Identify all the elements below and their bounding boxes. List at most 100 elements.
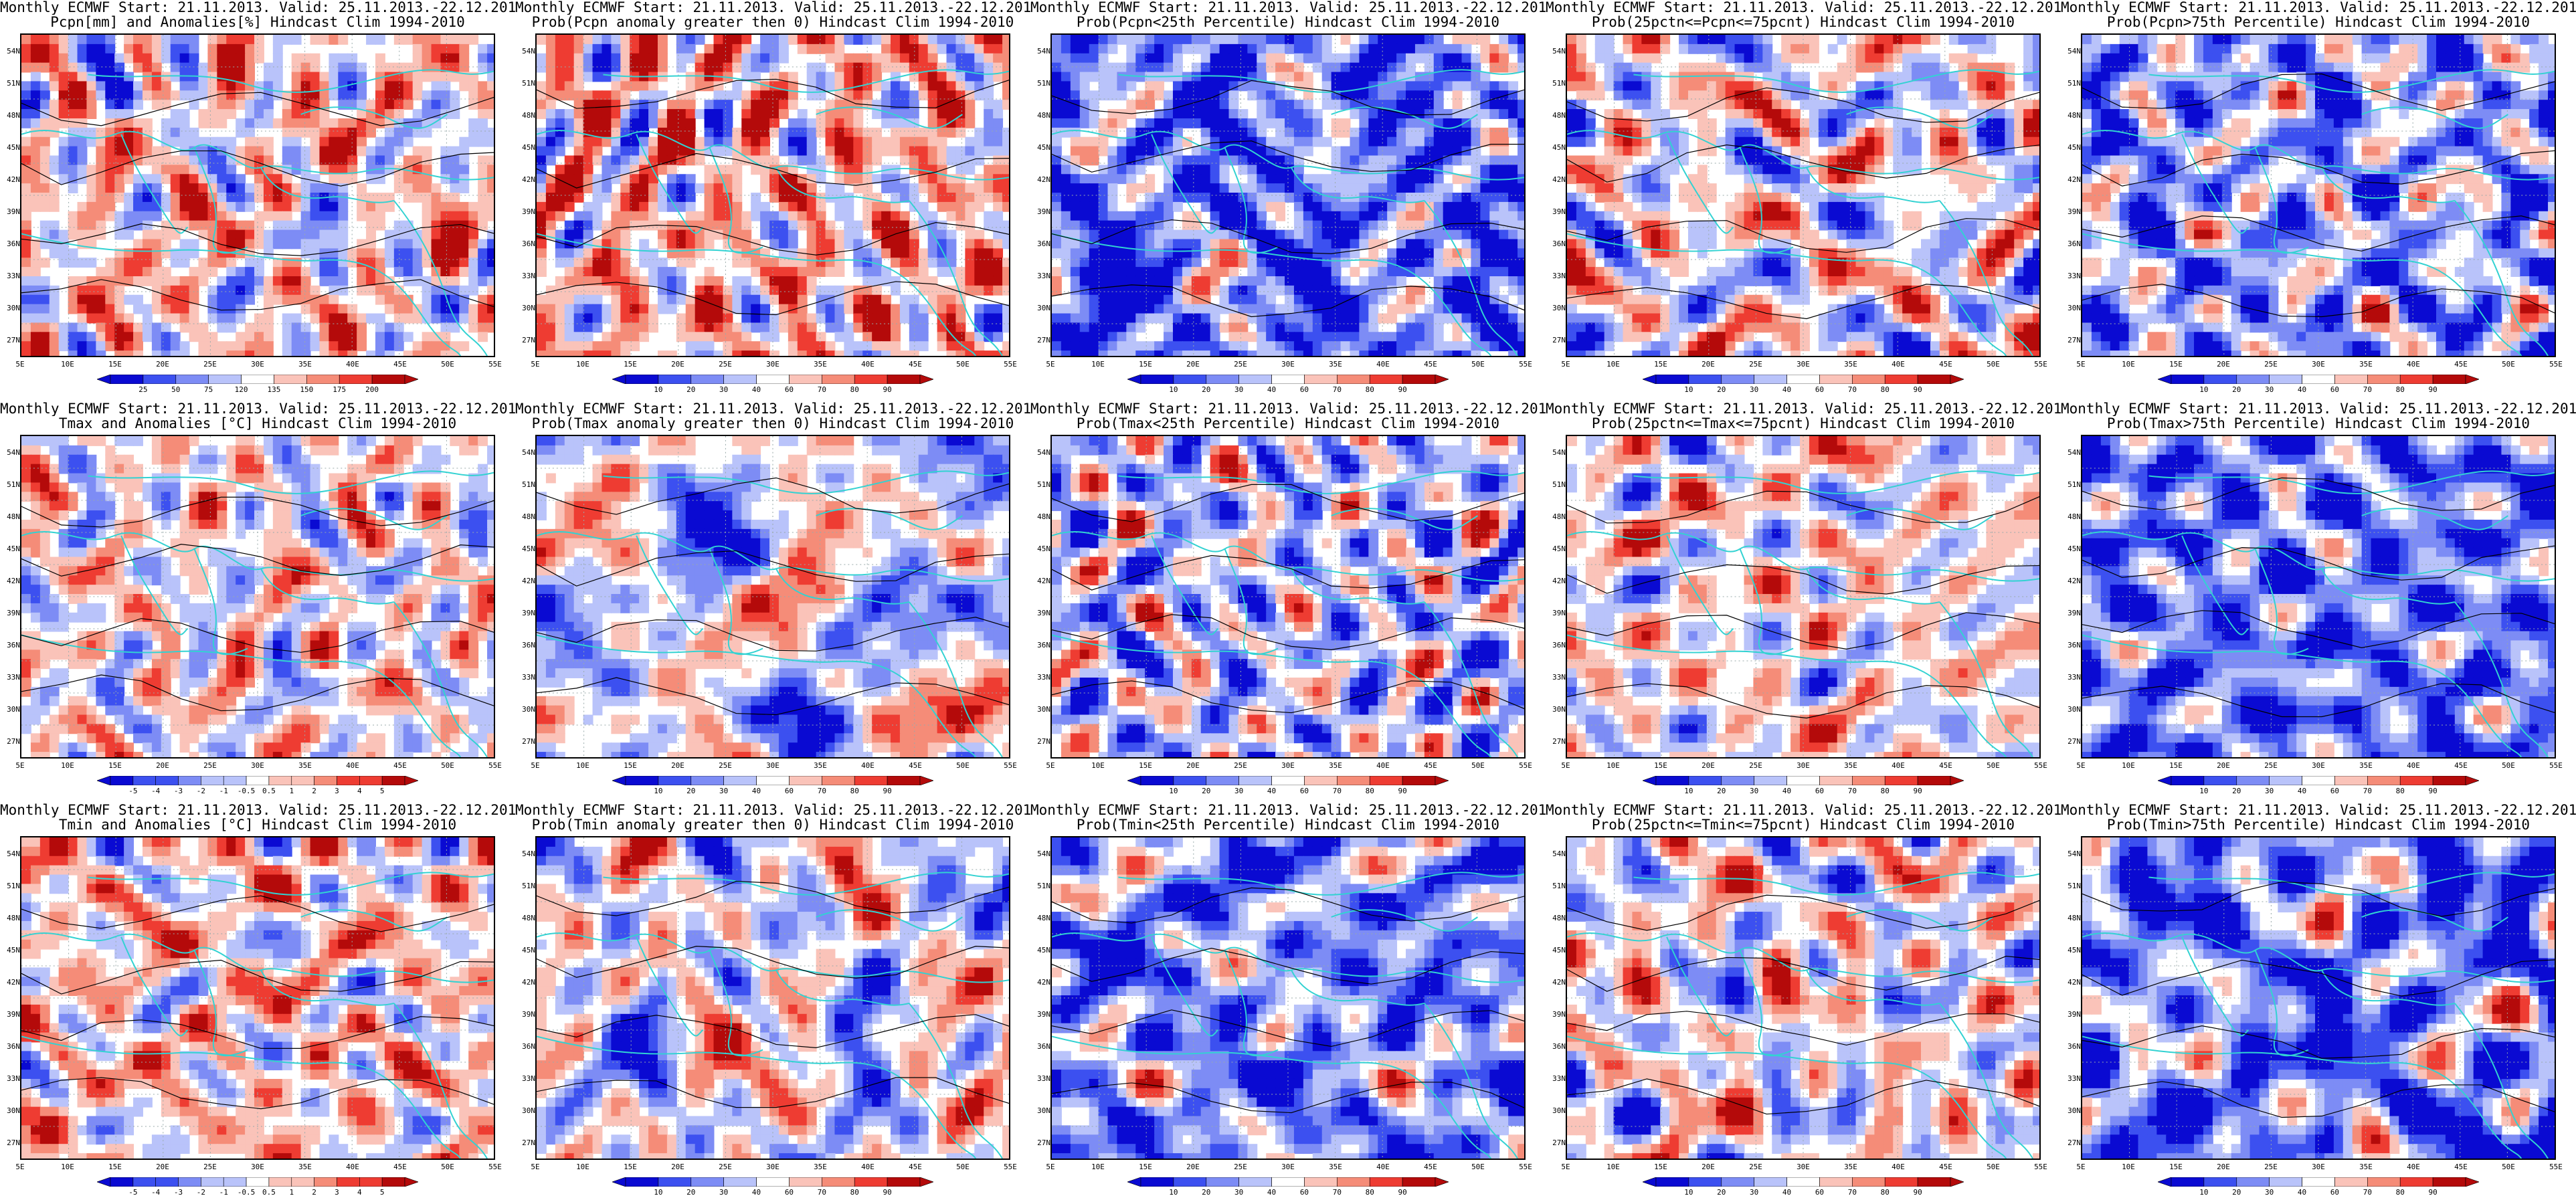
panel-title-line2: Pcpn[mm] and Anomalies[%] Hindcast Clim … xyxy=(0,15,515,29)
longitude-label: 35E xyxy=(2359,1163,2373,1171)
longitude-label: 50E xyxy=(956,360,970,369)
colorbar-tick-label: 70 xyxy=(818,1188,826,1197)
colorbar xyxy=(1643,1177,1964,1187)
longitude-label: 10E xyxy=(2122,761,2135,770)
longitude-label: 40E xyxy=(1376,761,1390,770)
panel-title: Monthly ECMWF Start: 21.11.2013. Valid: … xyxy=(0,0,515,29)
longitude-label: 45E xyxy=(1939,360,1952,369)
latitude-label: 27N xyxy=(1033,336,1050,344)
shaded-field xyxy=(1567,837,2039,1159)
latitude-label: 54N xyxy=(518,448,535,457)
panel-title: Monthly ECMWF Start: 21.11.2013. Valid: … xyxy=(1546,0,2061,29)
longitude-label: 40E xyxy=(346,761,359,770)
longitude-label: 30E xyxy=(1797,360,1810,369)
latitude-label: 27N xyxy=(1548,737,1566,746)
map-plot xyxy=(535,33,1010,357)
latitude-label: 42N xyxy=(1033,175,1050,184)
colorbar-tick-label: 60 xyxy=(1815,787,1824,795)
latitude-label: 33N xyxy=(518,673,535,682)
longitude-label: 30E xyxy=(766,761,779,770)
map-plot xyxy=(20,33,495,357)
latitude-label: 45N xyxy=(2063,946,2081,955)
latitude-label: 27N xyxy=(1548,1138,1566,1147)
colorbar-tick-label: 80 xyxy=(1881,787,1890,795)
longitude-label: 30E xyxy=(2312,1163,2325,1171)
latitude-label: 51N xyxy=(1548,882,1566,890)
colorbar-tick-label: 90 xyxy=(1913,1188,1922,1197)
longitude-label: 25E xyxy=(1234,360,1247,369)
longitude-label: 50E xyxy=(441,1163,454,1171)
longitude-label: 10E xyxy=(61,360,74,369)
longitude-label: 10E xyxy=(1091,1163,1105,1171)
longitude-label: 25E xyxy=(1749,1163,1762,1171)
latitude-label: 51N xyxy=(518,79,535,88)
longitude-label: 5E xyxy=(2076,360,2085,369)
longitude-label: 15E xyxy=(624,360,637,369)
colorbar-tick-label: 20 xyxy=(1717,1188,1726,1197)
colorbar-tick-label: 90 xyxy=(2428,1188,2437,1197)
longitude-label: 30E xyxy=(1281,761,1295,770)
longitude-label: 20E xyxy=(1186,761,1200,770)
latitude-label: 36N xyxy=(1033,239,1050,248)
latitude-label: 42N xyxy=(1033,577,1050,585)
latitude-label: 39N xyxy=(2063,1010,2081,1019)
forecast-panel: Monthly ECMWF Start: 21.11.2013. Valid: … xyxy=(515,401,1030,803)
longitude-label: 25E xyxy=(719,360,732,369)
latitude-label: 36N xyxy=(3,239,20,248)
latitude-label: 36N xyxy=(1548,641,1566,649)
longitude-label: 20E xyxy=(156,360,169,369)
latitude-label: 36N xyxy=(2063,1042,2081,1051)
forecast-panel: Monthly ECMWF Start: 21.11.2013. Valid: … xyxy=(1546,0,2061,401)
colorbar-tick-label: 60 xyxy=(2330,1188,2339,1197)
map-plot xyxy=(535,836,1010,1160)
colorbar-tick-label: 60 xyxy=(785,1188,794,1197)
latitude-label: 48N xyxy=(3,512,20,521)
panel-title-line2: Prob(25pctn<=Pcpn<=75pcnt) Hindcast Clim… xyxy=(1546,15,2061,29)
panel-title-line2: Tmax and Anomalies [°C] Hindcast Clim 19… xyxy=(0,416,515,431)
colorbar-tick-label: 200 xyxy=(365,385,379,394)
latitude-label: 51N xyxy=(1548,480,1566,489)
latitude-label: 30N xyxy=(518,1106,535,1115)
map-plot xyxy=(1566,836,2041,1160)
latitude-label: 54N xyxy=(1033,849,1050,858)
latitude-label: 48N xyxy=(1033,512,1050,521)
forecast-panel: Monthly ECMWF Start: 21.11.2013. Valid: … xyxy=(515,0,1030,401)
latitude-label: 30N xyxy=(1548,705,1566,714)
panel-title: Monthly ECMWF Start: 21.11.2013. Valid: … xyxy=(2061,0,2576,29)
colorbar-tick-label: 120 xyxy=(235,385,248,394)
latitude-label: 45N xyxy=(1033,143,1050,152)
longitude-label: 25E xyxy=(2264,1163,2278,1171)
latitude-label: 42N xyxy=(518,175,535,184)
colorbar-tick-label: 30 xyxy=(2265,787,2274,795)
latitude-label: 51N xyxy=(3,480,20,489)
latitude-label: 30N xyxy=(2063,1106,2081,1115)
panel-title-line1: Monthly ECMWF Start: 21.11.2013. Valid: … xyxy=(515,401,1030,416)
longitude-label: 50E xyxy=(956,1163,970,1171)
latitude-label: 42N xyxy=(1548,577,1566,585)
panel-title-line2: Prob(25pctn<=Tmin<=75pcnt) Hindcast Clim… xyxy=(1546,817,2061,832)
latitude-label: 33N xyxy=(2063,673,2081,682)
longitude-label: 30E xyxy=(251,761,264,770)
panel-title: Monthly ECMWF Start: 21.11.2013. Valid: … xyxy=(515,0,1030,29)
latitude-label: 45N xyxy=(3,544,20,553)
latitude-label: 33N xyxy=(518,1074,535,1083)
latitude-label: 33N xyxy=(1548,1074,1566,1083)
shaded-field xyxy=(537,837,1009,1159)
longitude-label: 45E xyxy=(1424,1163,1437,1171)
latitude-label: 33N xyxy=(3,272,20,280)
colorbar xyxy=(97,776,418,785)
longitude-label: 25E xyxy=(2264,360,2278,369)
forecast-panel: Monthly ECMWF Start: 21.11.2013. Valid: … xyxy=(1030,803,1546,1204)
map-plot xyxy=(2081,836,2556,1160)
longitude-label: 15E xyxy=(624,1163,637,1171)
latitude-label: 45N xyxy=(2063,143,2081,152)
colorbar-tick-label: 90 xyxy=(1398,1188,1406,1197)
colorbar-tick-label: 20 xyxy=(2232,385,2241,394)
latitude-label: 36N xyxy=(1033,1042,1050,1051)
longitude-label: 10E xyxy=(1091,761,1105,770)
latitude-label: 42N xyxy=(3,978,20,987)
longitude-label: 45E xyxy=(393,1163,407,1171)
colorbar-tick-label: -2 xyxy=(197,787,205,795)
longitude-label: 20E xyxy=(1186,1163,1200,1171)
